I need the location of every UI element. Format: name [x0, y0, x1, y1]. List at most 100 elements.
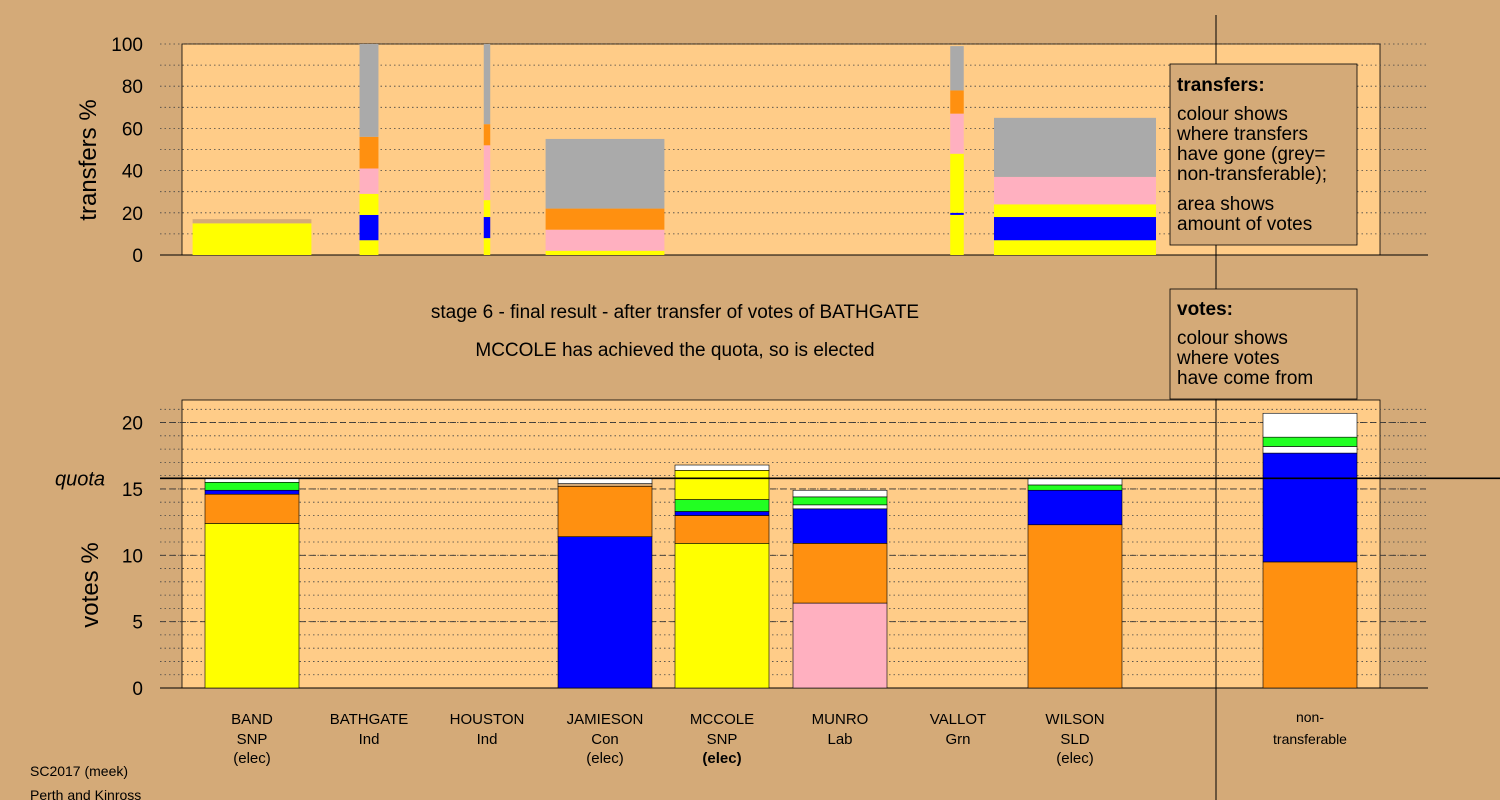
candidate-status-label: (elec): [586, 750, 624, 767]
vote-segment: [204, 523, 300, 689]
vote-segment: [792, 504, 888, 510]
vote-segment: [204, 489, 300, 495]
vote-segment: [674, 464, 770, 471]
votes-legend-text: colour shows: [1177, 328, 1288, 349]
transfers-legend-text: colour shows: [1177, 104, 1288, 125]
transfer-segment: [950, 46, 964, 91]
votes-y-tick-label: 0: [132, 679, 143, 700]
vote-segment: [557, 483, 653, 487]
vote-segment: [792, 508, 888, 544]
transfer-segment: [994, 217, 1156, 241]
transfers-y-axis-label: transfers %: [75, 99, 102, 220]
candidate-name-label: JAMIESON: [567, 711, 644, 728]
vote-segment: [1027, 484, 1123, 491]
candidate-name-label: BATHGATE: [330, 711, 409, 728]
transfer-segment: [994, 117, 1156, 177]
votes-y-tick-label: 15: [122, 480, 143, 501]
vote-segment: [1262, 446, 1358, 454]
vote-segment: [674, 470, 770, 500]
candidate-party-label: Grn: [945, 731, 970, 748]
transfers-y-tick-label: 100: [111, 35, 143, 56]
votes-legend-title: votes:: [1177, 299, 1233, 320]
vote-segment: [1262, 452, 1358, 563]
votes-y-tick-label: 5: [132, 613, 143, 634]
transfers-legend-text: area shows: [1177, 194, 1274, 215]
vote-segment: [792, 489, 888, 498]
transfer-segment: [950, 212, 964, 215]
vote-segment: [1262, 412, 1358, 438]
votes-y-axis-label: votes %: [77, 542, 104, 627]
candidate-name-label: VALLOT: [930, 711, 986, 728]
transfers-legend-text: non-transferable);: [1177, 164, 1327, 185]
transfers-legend-box: [1169, 63, 1358, 246]
vote-segment: [674, 515, 770, 544]
transfer-segment: [359, 193, 379, 215]
candidate-name-label: MCCOLE: [690, 711, 754, 728]
candidate-name-label: WILSON: [1045, 711, 1104, 728]
vote-segment: [792, 543, 888, 604]
candidate-name-label: HOUSTON: [450, 711, 525, 728]
transfer-segment: [545, 138, 665, 209]
transfer-segment: [359, 240, 379, 255]
vote-segment: [792, 602, 888, 689]
transfers-legend-text: have gone (grey=: [1177, 144, 1325, 165]
vote-segment: [674, 543, 770, 689]
footer-election: SC2017 (meek): [30, 763, 128, 779]
vote-segment: [674, 499, 770, 512]
transfers-legend-title: transfers:: [1177, 75, 1265, 96]
transfers-y-tick-label: 20: [122, 204, 143, 225]
votes-y-tick-label: 10: [122, 546, 143, 567]
candidate-status-label: (elec): [702, 750, 741, 767]
stage-title: stage 6 - final result - after transfer …: [431, 302, 919, 323]
transfer-segment: [359, 44, 379, 137]
transfer-segment: [359, 214, 379, 241]
transfer-segment: [483, 145, 491, 201]
transfer-segment: [994, 176, 1156, 205]
transfer-segment: [950, 214, 964, 255]
transfer-segment: [192, 223, 312, 255]
transfer-segment: [359, 136, 379, 169]
transfer-segment: [545, 229, 665, 251]
vote-segment: [204, 481, 300, 491]
vote-segment: [204, 493, 300, 524]
votes-legend-text: where votes: [1176, 348, 1279, 369]
transfers-legend-text: where transfers: [1176, 124, 1308, 145]
transfers-y-tick-label: 40: [122, 162, 143, 183]
votes-y-tick-label: 20: [122, 414, 143, 435]
transfer-segment: [483, 238, 491, 255]
candidate-status-label: (elec): [1056, 750, 1094, 767]
transfer-segment: [545, 250, 665, 255]
transfer-segment: [994, 204, 1156, 218]
votes-legend-box: [1169, 288, 1358, 400]
transfer-segment: [359, 168, 379, 194]
vote-segment: [1262, 561, 1358, 689]
candidate-party-label: SNP: [707, 731, 738, 748]
transfers-legend-text: amount of votes: [1177, 214, 1312, 235]
quota-label: quota: [55, 468, 105, 490]
votes-plot-area: [181, 399, 1381, 689]
transfer-segment: [950, 90, 964, 114]
votes-chart: 0 5 10 15 20 votes % quota BAND SNP (elec) BATHGAT…: [55, 399, 1500, 767]
vote-segment: [1027, 524, 1123, 689]
nontransferable-label: transferable: [1273, 731, 1347, 747]
candidate-status-label: (elec): [233, 750, 271, 767]
candidate-name-label: BAND: [231, 711, 273, 728]
transfers-y-tick-label: 0: [132, 246, 143, 267]
vote-segment: [792, 496, 888, 506]
candidate-party-label: Lab: [827, 731, 852, 748]
vote-segment: [1027, 489, 1123, 526]
candidate-party-label: SNP: [237, 731, 268, 748]
candidate-party-label: Ind: [477, 731, 498, 748]
transfer-segment: [192, 219, 312, 224]
transfer-segment: [483, 124, 491, 146]
candidate-party-label: Con: [591, 731, 619, 748]
transfer-segment: [483, 200, 491, 218]
candidate-name-label: MUNRO: [812, 711, 869, 728]
transfer-segment: [950, 153, 964, 213]
nontransferable-label: non-: [1296, 709, 1324, 725]
vote-segment: [557, 485, 653, 538]
stage-subtitle: MCCOLE has achieved the quota, so is ele…: [475, 340, 874, 361]
transfer-segment: [994, 240, 1156, 255]
